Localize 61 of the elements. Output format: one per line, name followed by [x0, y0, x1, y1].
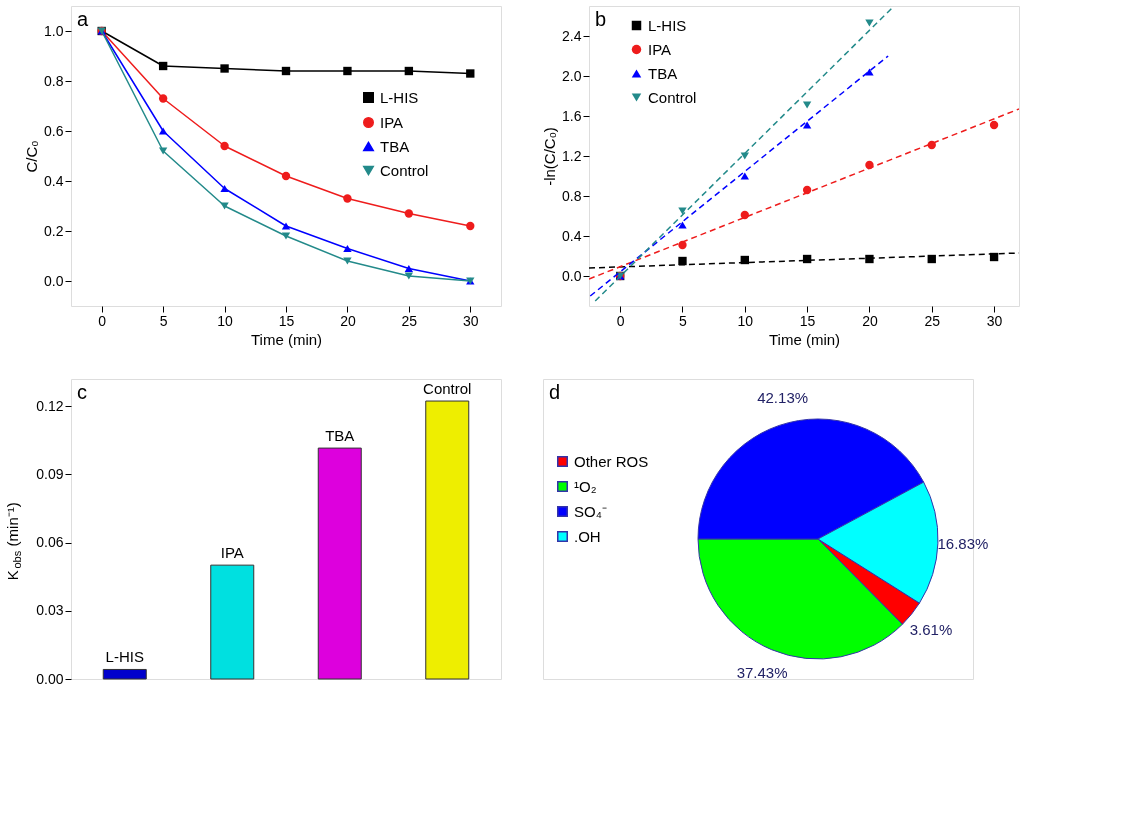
y-tick-label: 0.12	[36, 397, 64, 414]
y-tick-label: 0.4	[44, 172, 64, 189]
y-axis-title: -ln(C/C₀)	[541, 127, 559, 186]
x-tick-label: 15	[278, 312, 295, 329]
data-label: 37.43%	[736, 663, 788, 681]
y-tick-label: 0.06	[36, 534, 64, 551]
legend-label: L-HIS	[648, 16, 687, 34]
x-tick-label: 0	[98, 312, 107, 329]
data-label: L-HIS	[105, 648, 144, 666]
y-tick-label: 0.4	[562, 227, 582, 244]
legend-label: SO₄⁻	[574, 502, 607, 520]
y-tick-label: 0.8	[562, 187, 582, 204]
legend-label: L-HIS	[380, 88, 419, 106]
x-axis-title: Time (min)	[250, 330, 323, 348]
y-tick-label: 0.0	[44, 272, 64, 289]
legend-label: ¹O₂	[574, 477, 597, 495]
y-tick-label: 0.8	[44, 72, 64, 89]
chart-title: d	[549, 381, 561, 403]
x-tick-label: 20	[340, 312, 356, 329]
y-tick-label: 0.2	[44, 222, 64, 239]
x-tick-label: 10	[217, 312, 234, 329]
x-axis-title: Time (min)	[768, 330, 841, 348]
y-axis-title: Kobs (min⁻¹)	[4, 502, 23, 581]
y-tick-label: 1.0	[44, 22, 64, 39]
x-tick-label: 20	[862, 312, 878, 329]
y-tick-label: 0.09	[36, 465, 64, 482]
chart-title: a	[77, 8, 89, 30]
legend-label: Other ROS	[574, 452, 649, 470]
y-tick-label: 0.00	[36, 670, 64, 687]
y-tick-label: 1.2	[562, 147, 582, 164]
legend-label: Control	[648, 88, 697, 106]
y-tick-label: 2.0	[562, 67, 582, 84]
data-label: Control	[423, 380, 472, 398]
chart-title: c	[77, 381, 87, 403]
y-tick-label: 0.03	[36, 602, 64, 619]
y-axis-title: C/C₀	[23, 140, 41, 173]
x-tick-label: 30	[463, 312, 479, 329]
x-tick-label: 10	[737, 312, 754, 329]
chart-title: b	[595, 8, 607, 30]
x-tick-label: 5	[679, 312, 688, 329]
x-tick-label: 30	[986, 312, 1003, 329]
x-tick-label: 25	[401, 312, 418, 329]
legend-label: IPA	[380, 113, 404, 131]
data-label: IPA	[220, 544, 244, 562]
legend-label: TBA	[648, 64, 678, 82]
data-label: TBA	[325, 427, 355, 445]
legend-label: IPA	[648, 40, 672, 58]
x-tick-label: 25	[924, 312, 941, 329]
legend-label: TBA	[380, 137, 410, 155]
y-tick-label: 2.4	[562, 27, 582, 44]
legend-label: Control	[380, 161, 429, 179]
legend-label: .OH	[574, 527, 601, 545]
y-tick-label: 0.0	[562, 267, 582, 284]
data-label: 42.13%	[757, 389, 809, 407]
x-tick-label: 0	[616, 312, 625, 329]
x-tick-label: 5	[159, 312, 168, 329]
y-tick-label: 0.6	[44, 122, 64, 139]
x-tick-label: 15	[799, 312, 816, 329]
data-label: 16.83%	[937, 535, 989, 553]
y-tick-label: 1.6	[562, 107, 582, 124]
data-label: 3.61%	[909, 620, 953, 638]
